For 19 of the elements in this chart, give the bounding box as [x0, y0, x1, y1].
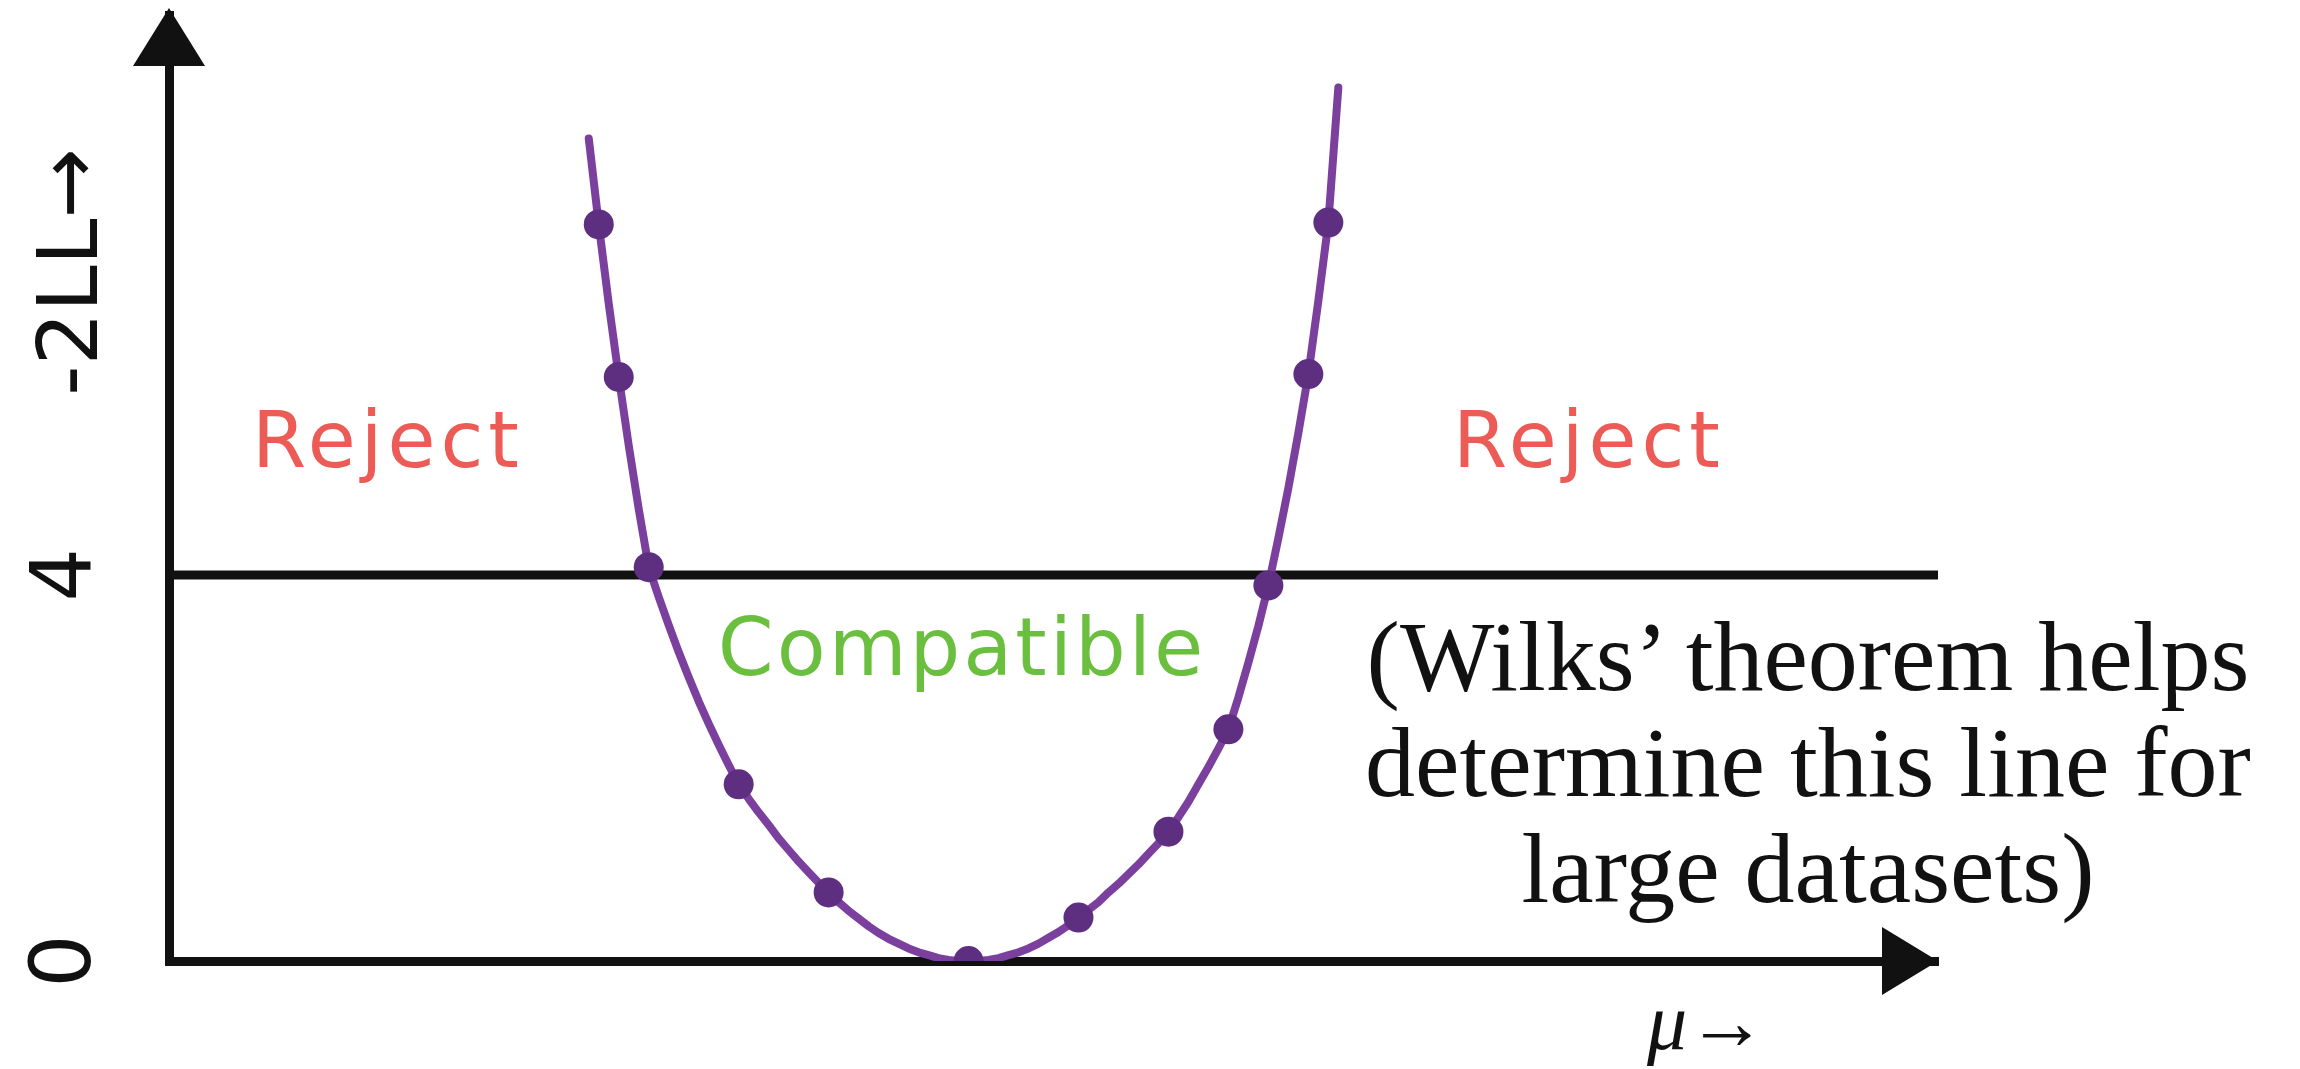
- annotation: Compatible: [717, 601, 1207, 694]
- point: [633, 552, 664, 583]
- annotation: Reject: [252, 395, 524, 485]
- point: [1063, 902, 1094, 933]
- point: [1153, 816, 1184, 847]
- y-tick-label: 4: [12, 548, 111, 602]
- point: [1253, 570, 1284, 601]
- y-tick-label: 0: [12, 934, 111, 988]
- point: [813, 877, 844, 908]
- point: [583, 209, 614, 240]
- annotation: Reject: [1453, 395, 1725, 485]
- point: [1293, 359, 1324, 390]
- annotation: (Wilks’ theorem helps determine this line for large datasets): [1364, 601, 2252, 924]
- point: [1213, 714, 1244, 745]
- point: [723, 769, 754, 800]
- point: [603, 361, 634, 392]
- x-axis-title: μ→: [1646, 978, 1768, 1066]
- y-axis-title: -2LL→: [19, 148, 117, 396]
- point: [1313, 207, 1344, 238]
